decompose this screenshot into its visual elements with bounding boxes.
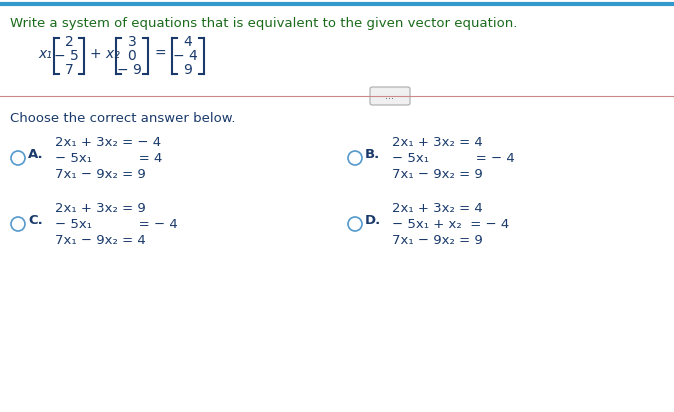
Text: − 5x₁           = 4: − 5x₁ = 4 <box>55 152 162 164</box>
Text: − 5x₁ + x₂  = − 4: − 5x₁ + x₂ = − 4 <box>392 218 510 230</box>
Text: − 5x₁           = − 4: − 5x₁ = − 4 <box>55 218 178 230</box>
Text: 2x₁ + 3x₂ = 9: 2x₁ + 3x₂ = 9 <box>55 201 146 215</box>
Text: − 5x₁           = − 4: − 5x₁ = − 4 <box>392 152 515 164</box>
Text: 9: 9 <box>183 63 193 77</box>
Text: B.: B. <box>365 147 380 161</box>
Text: 3: 3 <box>127 35 136 49</box>
FancyBboxPatch shape <box>370 87 410 105</box>
Text: C.: C. <box>28 213 42 227</box>
Text: 7: 7 <box>65 63 73 77</box>
Text: 2x₁ + 3x₂ = 4: 2x₁ + 3x₂ = 4 <box>392 136 483 148</box>
Text: 7x₁ − 9x₂ = 9: 7x₁ − 9x₂ = 9 <box>392 168 483 180</box>
Text: 7x₁ − 9x₂ = 9: 7x₁ − 9x₂ = 9 <box>392 234 483 246</box>
Text: − 9: − 9 <box>117 63 142 77</box>
Text: − 5: − 5 <box>54 49 78 63</box>
Text: 7x₁ − 9x₂ = 9: 7x₁ − 9x₂ = 9 <box>55 168 146 180</box>
Text: A.: A. <box>28 147 44 161</box>
Text: 4: 4 <box>183 35 192 49</box>
Text: − 4: − 4 <box>173 49 197 63</box>
Text: Choose the correct answer below.: Choose the correct answer below. <box>10 112 235 125</box>
Text: x₁: x₁ <box>38 47 52 61</box>
Text: 7x₁ − 9x₂ = 4: 7x₁ − 9x₂ = 4 <box>55 234 146 246</box>
Text: 0: 0 <box>127 49 136 63</box>
Text: ...: ... <box>386 91 394 101</box>
Text: 2: 2 <box>65 35 73 49</box>
Text: Write a system of equations that is equivalent to the given vector equation.: Write a system of equations that is equi… <box>10 17 518 30</box>
Text: 2x₁ + 3x₂ = − 4: 2x₁ + 3x₂ = − 4 <box>55 136 161 148</box>
Text: + x₂: + x₂ <box>90 47 120 61</box>
Text: 2x₁ + 3x₂ = 4: 2x₁ + 3x₂ = 4 <box>392 201 483 215</box>
Text: D.: D. <box>365 213 381 227</box>
Text: =: = <box>155 47 166 61</box>
